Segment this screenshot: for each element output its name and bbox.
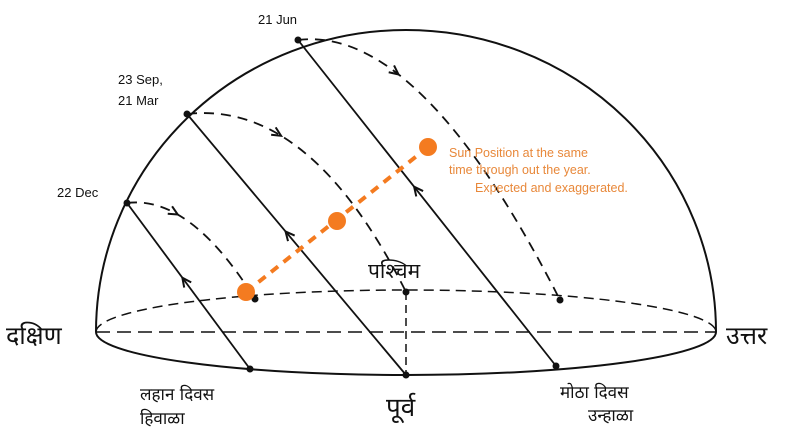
label-north: उत्तर (726, 321, 768, 350)
arrow-down-icon (388, 64, 401, 76)
sun-dot-icon (419, 138, 437, 156)
path-point-equinox-1 (183, 110, 191, 118)
path-point-jun-0 (552, 362, 560, 370)
arrow-up-icon (412, 184, 424, 197)
label-short-day: लहान दिवस (140, 384, 215, 405)
path-point-equinox-2 (402, 288, 410, 296)
sun-path-rising-jun (297, 39, 557, 367)
sun-path-rising-dec (126, 202, 251, 370)
path-point-dec-0 (246, 365, 254, 373)
label-east: पूर्व (386, 392, 416, 424)
path-point-equinox-0 (402, 371, 410, 379)
arrow-up-icon (180, 275, 192, 288)
label-summer: उन्हाळा (588, 406, 634, 426)
note-line-3: Expected and exaggerated. (475, 181, 628, 195)
sun-path-rising-equinox (186, 113, 407, 376)
sun-dot-icon (328, 212, 346, 230)
note-line-1: Sun Position at the same (449, 146, 588, 160)
label-long-day: मोठा दिवस (560, 382, 629, 403)
label-west: पश्चिम (368, 259, 421, 283)
sun-path-setting-dec (126, 201, 256, 300)
arrow-up-icon (284, 229, 296, 242)
label-south: दक्षिण (6, 321, 63, 350)
label-22-dec: 22 Dec (57, 185, 99, 200)
horizon-back (95, 289, 717, 333)
path-point-jun-1 (294, 36, 302, 44)
note-line-2: time through out the year. (449, 163, 591, 177)
sun-dot-icon (237, 283, 255, 301)
label-21-mar: 21 Mar (118, 93, 159, 108)
label-21-jun: 21 Jun (258, 12, 297, 27)
label-winter: हिवाळा (140, 408, 185, 429)
sun-path-setting-equinox (186, 112, 407, 293)
sun-path-setting-jun (297, 38, 561, 301)
label-23-sep: 23 Sep, (118, 72, 163, 87)
path-point-dec-1 (123, 199, 131, 207)
dome-outline (95, 29, 717, 333)
path-point-jun-2 (556, 296, 564, 304)
arrow-down-icon (167, 205, 180, 216)
arrow-down-icon (271, 126, 284, 137)
